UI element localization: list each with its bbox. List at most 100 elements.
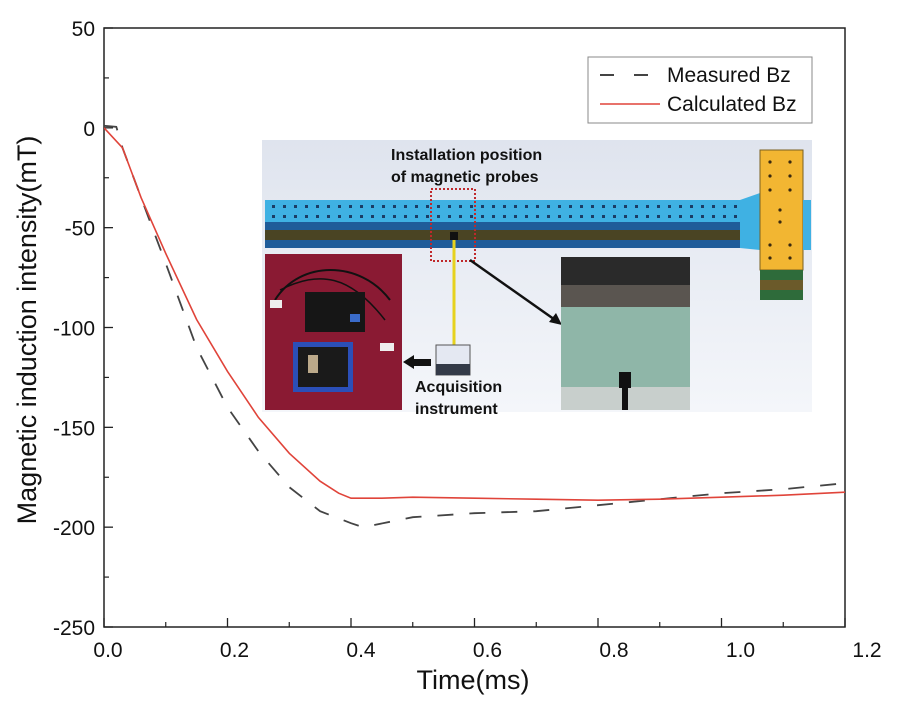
hole <box>382 205 385 208</box>
hole <box>723 205 726 208</box>
probe-icon <box>450 232 458 240</box>
hole <box>778 220 782 224</box>
left-arrow-icon <box>403 355 414 369</box>
hole <box>448 205 451 208</box>
legend: Measured Bz Calculated Bz <box>587 56 813 124</box>
x-tick-label: 0.8 <box>599 639 628 662</box>
hole <box>272 205 275 208</box>
hole <box>591 205 594 208</box>
hole <box>679 215 682 218</box>
hole <box>470 205 473 208</box>
hole <box>778 208 782 212</box>
hole <box>272 215 275 218</box>
hole <box>316 205 319 208</box>
hole <box>613 205 616 208</box>
busbar-diagram <box>265 149 811 300</box>
hole <box>690 205 693 208</box>
hole <box>349 215 352 218</box>
hole <box>382 215 385 218</box>
x-tick-label: 1.0 <box>726 639 755 662</box>
inset-illustration: Installation position of magnetic probes… <box>262 140 812 418</box>
hole <box>690 215 693 218</box>
hole <box>470 215 473 218</box>
hole <box>360 215 363 218</box>
hole <box>393 215 396 218</box>
y-tick-label: 50 <box>72 18 95 41</box>
hole <box>415 205 418 208</box>
hole <box>602 215 605 218</box>
hole <box>712 215 715 218</box>
x-axis-title: Time(ms) <box>417 665 530 695</box>
hole <box>492 205 495 208</box>
hole <box>602 205 605 208</box>
y-tick-label: -200 <box>53 517 95 540</box>
hole <box>327 215 330 218</box>
hole <box>646 205 649 208</box>
hole <box>426 215 429 218</box>
hole <box>294 215 297 218</box>
hole <box>305 215 308 218</box>
busbar-holes <box>272 160 792 260</box>
x-tick-label: 0.4 <box>346 639 376 662</box>
arrow-head-icon <box>549 313 562 325</box>
hole <box>536 215 539 218</box>
hole <box>459 215 462 218</box>
hole <box>437 215 440 218</box>
hole <box>415 215 418 218</box>
hole <box>679 205 682 208</box>
hole <box>768 188 772 192</box>
hole <box>635 215 638 218</box>
hole <box>327 205 330 208</box>
hole <box>768 174 772 178</box>
photo-acquisition-instrument <box>265 254 402 410</box>
legend-box <box>587 56 813 124</box>
series-group <box>104 124 845 529</box>
y-tick-label: -150 <box>53 417 95 440</box>
pointer-arrow <box>469 258 559 324</box>
hole <box>503 205 506 208</box>
hole <box>613 215 616 218</box>
hole <box>316 215 319 218</box>
hole <box>723 215 726 218</box>
hole <box>701 215 704 218</box>
x-tick-label: 0.6 <box>473 639 502 662</box>
hole <box>635 205 638 208</box>
hole <box>668 205 671 208</box>
hole <box>514 205 517 208</box>
annotation-installation-line2: of magnetic probes <box>391 169 539 186</box>
hole <box>569 205 572 208</box>
hole <box>768 256 772 260</box>
y-tick-label: -50 <box>65 218 95 241</box>
hole <box>338 205 341 208</box>
hole <box>349 205 352 208</box>
annotation-acquisition-line2: instrument <box>415 401 498 418</box>
hole <box>580 205 583 208</box>
hole <box>547 215 550 218</box>
hole <box>657 215 660 218</box>
hole <box>492 215 495 218</box>
hole <box>525 205 528 208</box>
hole <box>283 215 286 218</box>
x-tick-label: 1.2 <box>852 639 881 662</box>
hole <box>788 160 792 164</box>
hole <box>788 188 792 192</box>
hole <box>768 160 772 164</box>
annotation-acquisition-line1: Acquisition <box>415 379 502 396</box>
hole <box>481 205 484 208</box>
x-tick-label: 0.0 <box>93 639 122 662</box>
hole <box>580 215 583 218</box>
hole <box>668 215 671 218</box>
hole <box>514 215 517 218</box>
hole <box>734 205 737 208</box>
hole <box>459 205 462 208</box>
hole <box>404 215 407 218</box>
x-tick-label: 0.2 <box>220 639 249 662</box>
legend-label-calculated: Calculated Bz <box>667 93 797 116</box>
hole <box>448 215 451 218</box>
hole <box>536 205 539 208</box>
y-tick-label: 0 <box>83 118 95 141</box>
hole <box>624 215 627 218</box>
hole <box>360 205 363 208</box>
hole <box>437 205 440 208</box>
